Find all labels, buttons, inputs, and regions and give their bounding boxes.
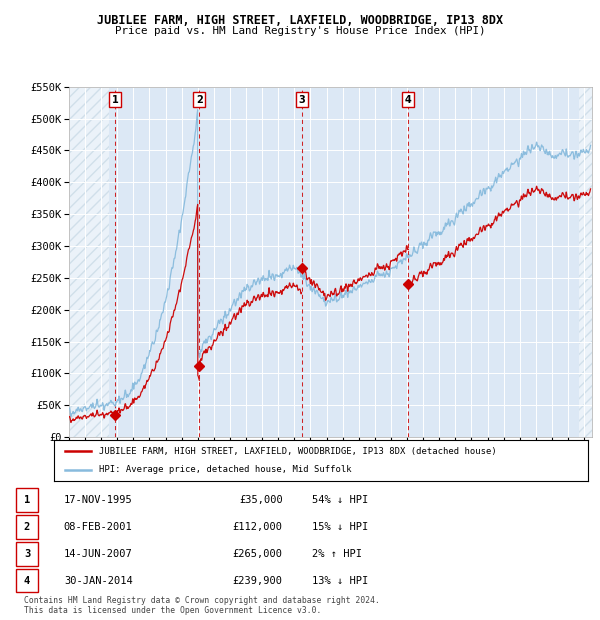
Text: JUBILEE FARM, HIGH STREET, LAXFIELD, WOODBRIDGE, IP13 8DX (detached house): JUBILEE FARM, HIGH STREET, LAXFIELD, WOO…: [100, 446, 497, 456]
Text: 1: 1: [24, 495, 30, 505]
Text: 4: 4: [24, 575, 30, 585]
Text: 08-FEB-2001: 08-FEB-2001: [64, 522, 133, 532]
Text: 1: 1: [112, 94, 119, 105]
Text: 15% ↓ HPI: 15% ↓ HPI: [311, 522, 368, 532]
Text: Price paid vs. HM Land Registry's House Price Index (HPI): Price paid vs. HM Land Registry's House …: [115, 26, 485, 36]
Text: 2: 2: [24, 522, 30, 532]
Text: £35,000: £35,000: [239, 495, 283, 505]
Text: 30-JAN-2014: 30-JAN-2014: [64, 575, 133, 585]
Text: 54% ↓ HPI: 54% ↓ HPI: [311, 495, 368, 505]
Text: 3: 3: [24, 549, 30, 559]
Text: 2% ↑ HPI: 2% ↑ HPI: [311, 549, 362, 559]
Text: 17-NOV-1995: 17-NOV-1995: [64, 495, 133, 505]
Text: 14-JUN-2007: 14-JUN-2007: [64, 549, 133, 559]
Text: £265,000: £265,000: [233, 549, 283, 559]
Text: £239,900: £239,900: [233, 575, 283, 585]
Text: 13% ↓ HPI: 13% ↓ HPI: [311, 575, 368, 585]
Text: 4: 4: [405, 94, 412, 105]
Text: HPI: Average price, detached house, Mid Suffolk: HPI: Average price, detached house, Mid …: [100, 465, 352, 474]
Text: £112,000: £112,000: [233, 522, 283, 532]
FancyBboxPatch shape: [16, 515, 38, 539]
Text: 3: 3: [298, 94, 305, 105]
Text: 2: 2: [196, 94, 203, 105]
Text: JUBILEE FARM, HIGH STREET, LAXFIELD, WOODBRIDGE, IP13 8DX: JUBILEE FARM, HIGH STREET, LAXFIELD, WOO…: [97, 14, 503, 27]
Text: Contains HM Land Registry data © Crown copyright and database right 2024.
This d: Contains HM Land Registry data © Crown c…: [24, 596, 380, 615]
FancyBboxPatch shape: [16, 569, 38, 592]
FancyBboxPatch shape: [16, 542, 38, 565]
FancyBboxPatch shape: [16, 489, 38, 512]
